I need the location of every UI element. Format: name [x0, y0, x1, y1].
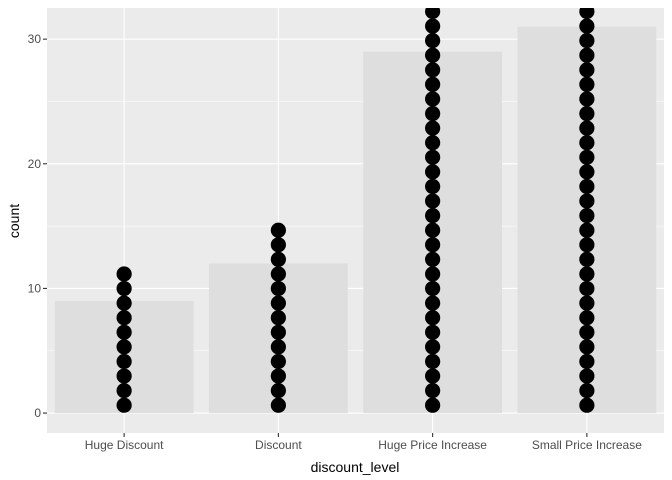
dot	[116, 368, 132, 384]
dot	[425, 91, 441, 107]
y-tick-label: 20	[28, 157, 42, 171]
dot	[116, 280, 132, 297]
dot	[270, 383, 286, 399]
dot	[116, 295, 132, 311]
x-tick-label: Discount	[255, 438, 302, 452]
dot	[579, 135, 595, 151]
x-axis-title: discount_level	[311, 459, 400, 475]
dot	[579, 237, 595, 253]
dot	[425, 120, 441, 136]
y-tick-label: 10	[28, 281, 42, 295]
dot	[579, 47, 595, 63]
dot	[425, 251, 441, 267]
dot	[425, 237, 441, 253]
dot	[579, 339, 595, 355]
dot	[579, 193, 595, 209]
dot	[579, 368, 595, 384]
dot	[425, 368, 441, 384]
dot	[425, 76, 441, 93]
dot	[425, 149, 441, 165]
y-axis: 0 10 20 30	[28, 32, 47, 420]
dot	[579, 383, 595, 399]
dot	[425, 310, 441, 326]
dot	[270, 397, 286, 413]
x-tick-label: Huge Discount	[85, 438, 164, 452]
y-axis-title: count	[6, 204, 22, 238]
dot	[425, 164, 441, 180]
dot	[425, 135, 441, 151]
dot	[579, 353, 595, 370]
x-tick-label: Small Price Increase	[532, 438, 642, 452]
dot	[425, 18, 441, 34]
dot	[116, 383, 132, 399]
dot	[270, 324, 286, 340]
dot	[270, 353, 286, 370]
dot	[579, 120, 595, 136]
dot	[579, 295, 595, 311]
dot	[270, 222, 286, 238]
dot	[579, 91, 595, 107]
dot	[579, 76, 595, 93]
dot	[116, 339, 132, 355]
dot	[425, 105, 441, 122]
dot	[270, 310, 286, 326]
dot	[579, 222, 595, 238]
dot	[425, 266, 441, 282]
dot	[425, 208, 441, 224]
dot	[425, 47, 441, 63]
y-tick-label: 30	[28, 32, 42, 46]
x-axis: Huge Discount Discount Huge Price Increase…	[85, 433, 642, 452]
dot	[425, 383, 441, 399]
dot	[425, 339, 441, 355]
dot	[579, 164, 595, 180]
dot	[425, 280, 441, 297]
dot	[579, 105, 595, 122]
dot	[116, 324, 132, 340]
dot	[270, 251, 286, 267]
dot	[579, 8, 595, 20]
dot	[116, 397, 132, 413]
dot	[270, 339, 286, 355]
dot	[425, 8, 441, 20]
dot	[579, 208, 595, 224]
dot	[270, 237, 286, 253]
dot	[270, 368, 286, 384]
dot	[425, 33, 441, 49]
dot	[270, 295, 286, 311]
dot	[270, 280, 286, 297]
x-tick-label: Huge Price Increase	[378, 438, 487, 452]
dot	[579, 18, 595, 34]
dot	[425, 62, 441, 78]
dot	[579, 178, 595, 195]
dot	[579, 280, 595, 297]
dot	[116, 310, 132, 326]
dot	[270, 266, 286, 282]
y-tick-label: 0	[34, 406, 41, 420]
dot	[425, 353, 441, 370]
dot	[425, 193, 441, 209]
dot	[579, 33, 595, 49]
dot	[425, 295, 441, 311]
dot	[425, 324, 441, 340]
dots	[116, 8, 595, 413]
dot	[579, 266, 595, 282]
dot	[579, 251, 595, 267]
dot	[425, 222, 441, 238]
dot	[579, 324, 595, 340]
dot	[425, 178, 441, 195]
dot	[116, 266, 132, 282]
dot	[579, 310, 595, 326]
dot	[425, 397, 441, 413]
dot	[116, 353, 132, 370]
dot	[579, 62, 595, 78]
dot	[579, 149, 595, 165]
dot	[579, 397, 595, 413]
